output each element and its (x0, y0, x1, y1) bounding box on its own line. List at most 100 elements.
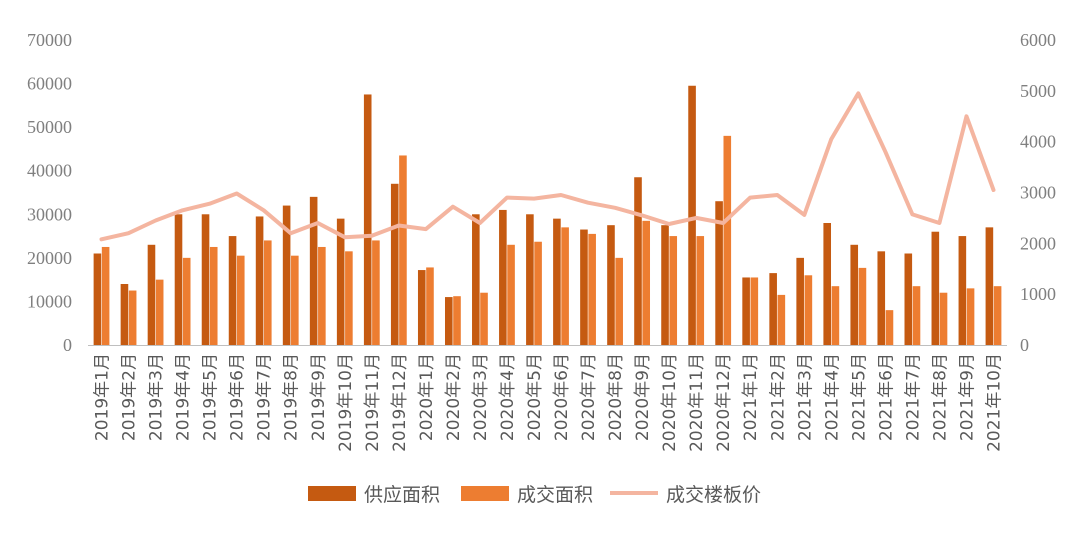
legend: 供应面积 成交面积 成交楼板价 (308, 484, 761, 506)
bar-supply (174, 214, 183, 345)
x-tick-label: 2020年8月 (606, 353, 626, 441)
bar-supply (580, 229, 588, 345)
x-axis-ticks: 2019年1月 2019年2月 2019年3月 2019年4月 2019年5月 2019年… (93, 353, 1005, 452)
bar-deal (480, 292, 488, 345)
right-axis-tick-label: 2000 (1020, 233, 1056, 253)
x-tick-label: 2019年3月 (147, 353, 167, 441)
bar-deal (236, 255, 245, 345)
bar-deal (345, 251, 353, 345)
bar-supply (526, 214, 534, 345)
legend-swatch-supply (308, 486, 356, 501)
bar-supply (931, 231, 940, 345)
bar-deal (642, 220, 651, 345)
bar-deal (534, 241, 542, 345)
bar-supply (877, 251, 886, 345)
bar-deal (426, 267, 434, 345)
bar-supply (147, 244, 156, 345)
bar-supply (228, 236, 237, 345)
bar-supply (255, 216, 264, 345)
legend-label-price: 成交楼板价 (666, 484, 761, 506)
left-axis-tick-label: 40000 (27, 161, 72, 181)
x-tick-label: 2019年1月 (93, 353, 113, 441)
x-tick-label: 2019年12月 (390, 353, 410, 452)
bar-deal (291, 255, 299, 345)
x-tick-label: 2019年2月 (120, 353, 140, 441)
bar-deal (939, 292, 948, 345)
x-tick-label: 2020年1月 (417, 353, 437, 441)
x-tick-label: 2020年5月 (525, 353, 545, 441)
bar-supply (850, 244, 859, 345)
bar-deal (128, 290, 137, 345)
x-tick-label: 2020年12月 (714, 353, 734, 452)
x-tick-label: 2021年4月 (822, 353, 842, 441)
bar-supply (553, 218, 561, 345)
x-tick-label: 2020年2月 (444, 353, 464, 441)
right-axis-tick-label: 4000 (1020, 132, 1056, 152)
x-tick-label: 2020年10月 (660, 353, 680, 452)
bar-deal (750, 277, 759, 345)
bar-deal (372, 240, 380, 345)
bar-supply (472, 214, 480, 345)
x-tick-label: 2021年7月 (903, 353, 923, 441)
left-axis-tick-label: 60000 (27, 74, 72, 94)
bar-supply (904, 253, 913, 345)
bar-supply (823, 223, 832, 345)
x-tick-label: 2020年4月 (498, 353, 518, 441)
bar-deal (669, 236, 678, 345)
bar-supply (661, 225, 669, 345)
x-tick-label: 2019年4月 (174, 353, 194, 441)
right-axis-tick-label: 0 (1020, 335, 1029, 355)
bar-supply (499, 209, 507, 345)
x-tick-label: 2021年3月 (795, 353, 815, 441)
bar-supply (607, 225, 615, 345)
line-layer (99, 91, 996, 242)
right-axis-tick-label: 3000 (1020, 183, 1056, 203)
x-tick-label: 2021年2月 (768, 353, 788, 441)
bar-deal (885, 310, 894, 345)
bar-deal (399, 155, 407, 345)
bar-supply (715, 201, 723, 345)
left-axis-tick-label: 20000 (27, 248, 72, 268)
x-tick-label: 2019年8月 (282, 353, 302, 441)
x-tick-label: 2020年9月 (633, 353, 653, 441)
bar-deal (912, 286, 921, 345)
bar-deal (777, 294, 786, 345)
x-tick-label: 2021年6月 (876, 353, 896, 441)
bar-supply (309, 196, 318, 345)
bar-deal (209, 246, 218, 345)
x-tick-label: 2021年1月 (741, 353, 761, 441)
bar-deal (318, 246, 326, 345)
bar-deal (723, 135, 732, 345)
bar-supply (796, 257, 804, 345)
bar-supply (120, 284, 129, 345)
bar-deal (615, 257, 623, 345)
bar-supply (769, 273, 777, 345)
x-tick-label: 2020年6月 (552, 353, 572, 441)
bar-supply (336, 218, 345, 345)
bar-deal (858, 267, 867, 345)
bar-deal (263, 240, 272, 345)
x-tick-label: 2020年3月 (471, 353, 491, 441)
line-price (99, 91, 996, 242)
bar-deal (831, 286, 840, 345)
x-tick-label: 2019年10月 (336, 353, 356, 452)
legend-label-deal: 成交面积 (517, 484, 593, 506)
x-tick-label: 2021年9月 (958, 353, 978, 441)
x-tick-label: 2020年11月 (687, 353, 707, 452)
bar-supply (634, 177, 642, 345)
left-axis-tick-label: 10000 (27, 291, 72, 311)
bar-supply (201, 214, 210, 345)
x-tick-label: 2021年8月 (930, 353, 950, 441)
bars-layer (93, 85, 1002, 345)
x-tick-label: 2019年6月 (228, 353, 248, 441)
bar-supply (417, 270, 426, 345)
bar-supply (93, 253, 102, 345)
right-axis-ticks: 0 1000 2000 3000 4000 5000 6000 (1020, 30, 1056, 355)
x-tick-label: 2021年5月 (849, 353, 869, 441)
bar-deal (804, 275, 813, 345)
legend-label-supply: 供应面积 (364, 484, 440, 506)
bar-supply (985, 227, 994, 345)
left-axis-tick-label: 50000 (27, 117, 72, 137)
bar-deal (101, 246, 110, 345)
